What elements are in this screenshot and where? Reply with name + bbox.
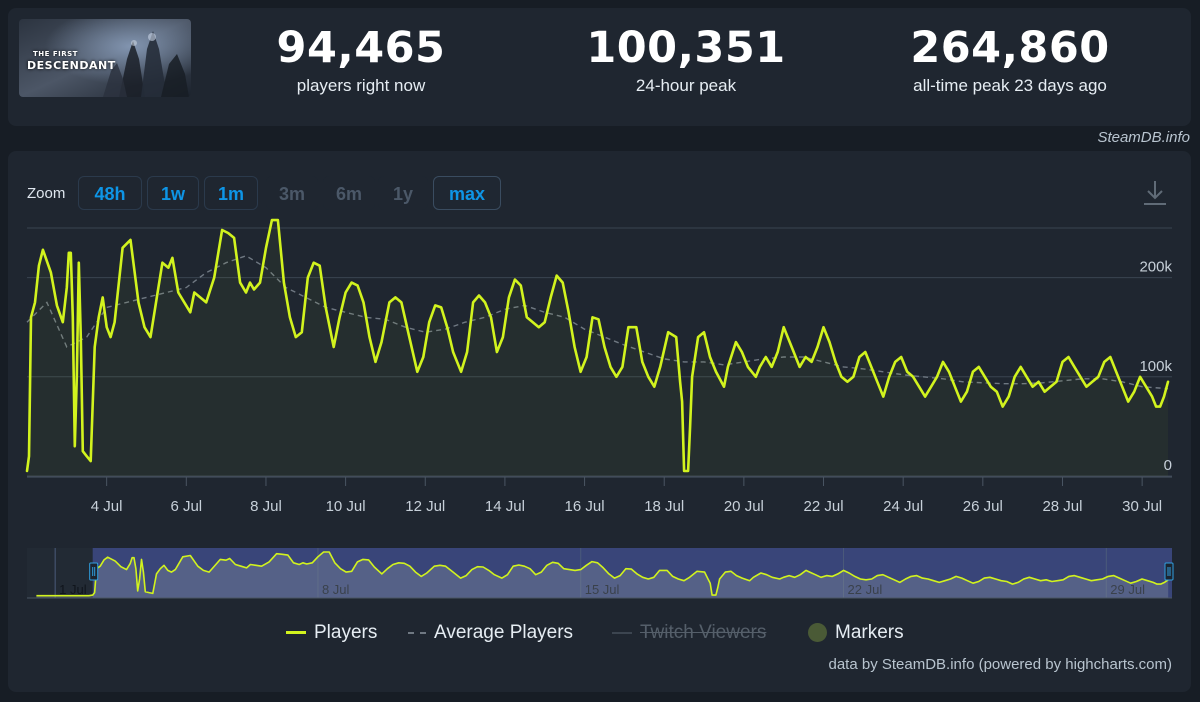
stats-panel [8,8,1191,126]
navigator-tick-label: 15 Jul [585,582,620,597]
x-tick-label: 30 Jul [1122,498,1162,515]
players-line [25,218,1170,473]
day-peak-stat: 100,351 24-hour peak [546,24,826,96]
current-players-value: 94,465 [276,23,446,73]
x-tick-label: 18 Jul [644,498,684,515]
x-tick-label: 8 Jul [250,498,282,515]
x-tick-label: 28 Jul [1042,498,1082,515]
download-icon[interactable] [1141,178,1169,208]
zoom-6m-button: 6m [323,176,375,210]
x-tick-label: 22 Jul [804,498,844,515]
gridlines [27,227,1172,477]
navigator-line [36,551,1169,597]
navigator-area [36,552,1169,598]
zoom-3m-button: 3m [266,176,318,210]
day-peak-label: 24-hour peak [635,76,737,95]
steamdb-credit-link[interactable]: SteamDB.info [1097,129,1190,146]
zoom-1y-button: 1y [378,176,428,210]
current-players-label: players right now [296,76,426,95]
all-time-peak-label: all-time peak 23 days ago [913,76,1107,95]
x-tick-label: 16 Jul [565,498,605,515]
zoom-1m-button[interactable]: 1m [204,176,258,210]
zoom-1w-button[interactable]: 1w [147,176,199,210]
navigator-selection [92,548,1172,598]
y-axis: 0 100k 200k [1139,259,1172,474]
zoom-max-button[interactable]: max [433,176,501,210]
navigator-tick-label: 8 Jul [322,582,350,597]
zoom-48h-button[interactable]: 48h [78,176,142,210]
game-logo: THE FIRST DESCENDANT [27,50,116,72]
y-tick-label: 100k [1139,358,1172,375]
legend-twitch-viewers[interactable]: Twitch Viewers [612,622,766,644]
legend-average-players[interactable]: Average Players [408,622,573,644]
game-art [19,19,191,97]
legend-markers[interactable]: Markers [808,622,904,644]
day-peak-value: 100,351 [586,23,786,73]
x-tick-label: 4 Jul [91,498,123,515]
x-tick-label: 14 Jul [485,498,525,515]
data-credit-link[interactable]: data by SteamDB.info (powered by highcha… [828,656,1173,673]
players-series [25,218,1170,476]
legend-players[interactable]: Players [286,622,377,644]
x-axis: 4 Jul 6 Jul 8 Jul 10 Jul 12 Jul 14 Jul 16 Jul 1… [27,476,1172,515]
chart-legend: Players Average Players Twitch Viewers M… [0,622,1200,650]
navigator-tick-label: 29 Jul [1110,582,1145,597]
y-tick-label: 200k [1139,259,1172,276]
chart-panel [8,151,1191,692]
navigator-tick-label: 22 Jul [848,582,883,597]
x-tick-label: 12 Jul [405,498,445,515]
current-players-stat: 94,465 players right now [221,24,501,96]
x-tick-label: 24 Jul [883,498,923,515]
navigator-tick-label: 1 Jul [59,582,87,597]
game-thumbnail[interactable]: THE FIRST DESCENDANT [19,19,191,97]
navigator-left-handle [89,562,99,581]
navigator-right-handle [1164,562,1174,581]
navigator[interactable]: 1 Jul 8 Jul 15 Jul 22 Jul 29 Jul [27,548,1174,599]
x-tick-label: 6 Jul [170,498,202,515]
all-time-peak-stat: 264,860 all-time peak 23 days ago [870,24,1150,96]
x-tick-label: 20 Jul [724,498,764,515]
zoom-label: Zoom [27,185,66,202]
y-tick-label: 0 [1164,457,1172,474]
players-area [27,220,1168,476]
x-tick-label: 10 Jul [326,498,366,515]
all-time-peak-value: 264,860 [910,23,1110,73]
x-tick-label: 26 Jul [963,498,1003,515]
